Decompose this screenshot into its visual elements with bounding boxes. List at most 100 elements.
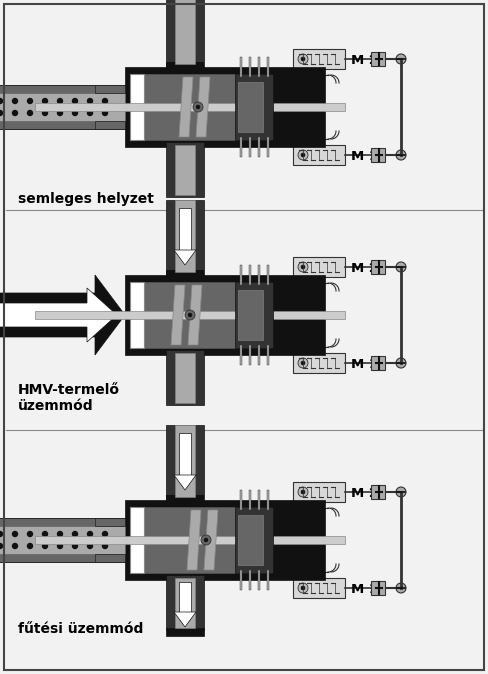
Polygon shape [0,275,125,355]
Bar [258,345,260,365]
Circle shape [301,153,305,157]
Bar [130,74,144,140]
Bar [267,265,269,285]
Circle shape [42,98,47,104]
Bar [371,485,385,499]
Bar [270,125,276,133]
Circle shape [27,111,33,115]
Polygon shape [187,510,201,570]
Bar [270,514,276,522]
Bar [293,353,345,373]
Circle shape [185,310,195,320]
Bar [166,62,204,72]
Bar [238,290,263,340]
Circle shape [301,490,305,494]
Bar [249,57,251,77]
Bar [166,628,204,636]
Text: M 1: M 1 [351,150,378,163]
Circle shape [27,532,33,537]
Bar [179,208,191,250]
Bar [175,578,195,628]
Bar [240,265,242,285]
Circle shape [396,150,406,160]
Bar [166,495,204,505]
Bar [267,345,269,365]
Circle shape [298,487,308,497]
Bar [130,282,270,348]
Bar [166,0,204,67]
Bar [371,52,385,66]
Polygon shape [95,554,125,562]
Circle shape [13,532,18,537]
Bar [130,282,144,348]
Circle shape [301,361,305,365]
Circle shape [301,57,305,61]
Circle shape [102,98,107,104]
Bar [125,500,325,580]
Circle shape [87,532,93,537]
Bar [175,200,195,272]
Bar [125,275,325,355]
Circle shape [87,98,93,104]
Circle shape [42,111,47,115]
Bar [125,67,325,147]
Circle shape [0,98,2,104]
Bar [258,137,260,157]
Circle shape [102,543,107,549]
Bar [166,350,204,405]
Bar [258,490,260,510]
Circle shape [0,111,2,115]
Circle shape [396,262,406,272]
Text: M 2: M 2 [351,262,378,275]
Text: semleges helyzet: semleges helyzet [18,192,154,206]
Circle shape [58,111,62,115]
Circle shape [193,102,203,112]
Circle shape [73,543,78,549]
Bar [270,289,276,297]
Circle shape [396,487,406,497]
Circle shape [27,543,33,549]
Circle shape [58,532,62,537]
Bar [293,49,345,69]
Polygon shape [174,475,196,490]
Polygon shape [171,285,185,345]
Bar [293,482,345,502]
Polygon shape [95,85,125,93]
Text: M 1: M 1 [351,358,378,371]
Bar [130,74,270,140]
Bar [35,536,345,544]
Circle shape [0,543,2,549]
Bar [267,57,269,77]
Polygon shape [174,612,196,627]
Bar [293,145,345,165]
Bar [240,570,242,590]
Bar [258,265,260,285]
Bar [130,507,144,573]
Circle shape [13,543,18,549]
Bar [175,145,195,195]
Bar [0,85,125,129]
Circle shape [27,98,33,104]
Polygon shape [196,77,210,137]
Bar [35,103,345,111]
Text: HMV-termelő
üzemmód: HMV-termelő üzemmód [18,383,120,413]
Bar [270,81,276,89]
Bar [267,490,269,510]
Bar [249,137,251,157]
Bar [238,82,263,132]
Circle shape [42,532,47,537]
Polygon shape [179,77,193,137]
Circle shape [301,265,305,269]
Bar [166,142,204,197]
Circle shape [87,543,93,549]
Bar [166,575,204,630]
Bar [179,433,191,475]
Bar [249,345,251,365]
Bar [240,57,242,77]
Polygon shape [0,288,117,342]
Bar [270,333,276,341]
Bar [175,0,195,64]
Bar [240,137,242,157]
Polygon shape [204,510,218,570]
Circle shape [396,583,406,593]
